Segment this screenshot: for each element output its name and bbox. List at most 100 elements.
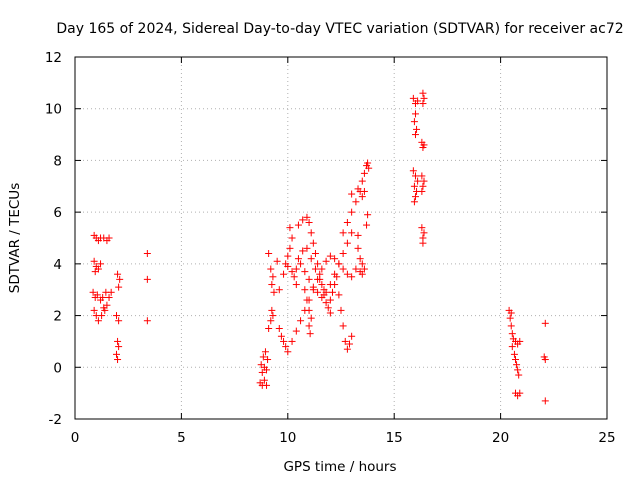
data-point [288,234,296,242]
data-point [105,234,113,242]
y-tick-labels: -2 0 2 4 6 8 10 12 [45,50,62,428]
y-tick-label: 0 [53,360,62,376]
data-point [335,291,343,299]
data-point [269,273,277,281]
data-point [143,275,151,283]
data-point [514,366,522,374]
data-point [112,312,120,320]
data-point [303,244,311,252]
data-point [420,94,428,102]
data-point [143,250,151,258]
data-point [360,169,368,177]
data-point [413,125,421,133]
data-point [322,257,330,265]
data-point [343,270,351,278]
data-point [280,270,288,278]
data-point [508,330,516,338]
data-point [348,208,356,216]
data-point [259,353,267,361]
data-point [411,172,419,180]
data-point [115,317,123,325]
data-point [294,255,302,263]
chart-title: Day 165 of 2024, Sidereal Day-to-day VTE… [56,21,623,37]
data-point [354,231,362,239]
data-point [280,337,288,345]
y-tick-label: 12 [45,50,62,66]
data-point [112,350,120,358]
data-point [507,309,515,317]
data-point [297,260,305,268]
y-axis-label: SDTVAR / TECUs [7,183,23,293]
data-point [114,270,122,278]
data-point [348,190,356,198]
data-point [294,221,302,229]
data-point [410,182,418,190]
y-tick-label: 2 [53,309,62,325]
data-point [115,343,123,351]
data-point [273,257,281,265]
data-point [326,309,334,317]
data-point [358,270,366,278]
data-point [318,265,326,273]
data-point [418,172,426,180]
data-point [360,265,368,273]
data-point [541,397,549,405]
x-tick-labels: 0 5 10 15 20 25 [71,430,616,446]
data-point [414,97,422,105]
x-tick-label: 0 [71,430,80,446]
data-point [299,247,307,255]
data-point [363,221,371,229]
data-point [301,286,309,294]
x-tick-label: 10 [279,430,296,446]
data-point [306,330,314,338]
data-point [93,291,101,299]
data-point [309,239,317,247]
data-point [275,325,283,332]
data-point [107,288,115,296]
data-point [290,273,298,281]
data-point [358,260,366,268]
data-point [275,286,283,294]
y-tick-label: 4 [53,257,62,273]
x-tick-label: 5 [177,430,186,446]
data-point [100,304,108,312]
data-point [91,268,99,276]
data-point [303,213,311,221]
data-point [339,322,347,330]
data-point [515,371,523,379]
data-point [410,118,418,126]
data-point [339,250,347,258]
y-tick-label: -2 [49,412,62,428]
data-point [354,185,362,193]
data-point [261,348,269,356]
data-point [541,356,549,364]
data-point [511,356,519,364]
data-point [411,131,419,139]
data-point [508,343,516,351]
data-point [322,299,330,307]
x-tick-label: 20 [492,430,509,446]
data-point [114,356,122,364]
data-point [411,193,419,201]
data-point [419,182,427,190]
data-point [286,224,294,232]
plot-frame [74,56,608,420]
data-point [348,273,356,281]
data-point [418,187,426,195]
data-point [292,265,300,273]
data-point [311,265,319,273]
data-point [268,281,276,289]
data-point [331,255,339,263]
data-point [358,177,366,185]
data-point [410,198,418,206]
data-point [507,322,515,330]
data-point [314,288,322,296]
data-point [343,345,351,353]
data-point [314,260,322,268]
data-point [267,265,275,273]
data-point [320,286,328,294]
data-point [305,322,313,330]
data-point [346,340,354,348]
data-point [365,164,373,172]
data-point [409,94,417,102]
